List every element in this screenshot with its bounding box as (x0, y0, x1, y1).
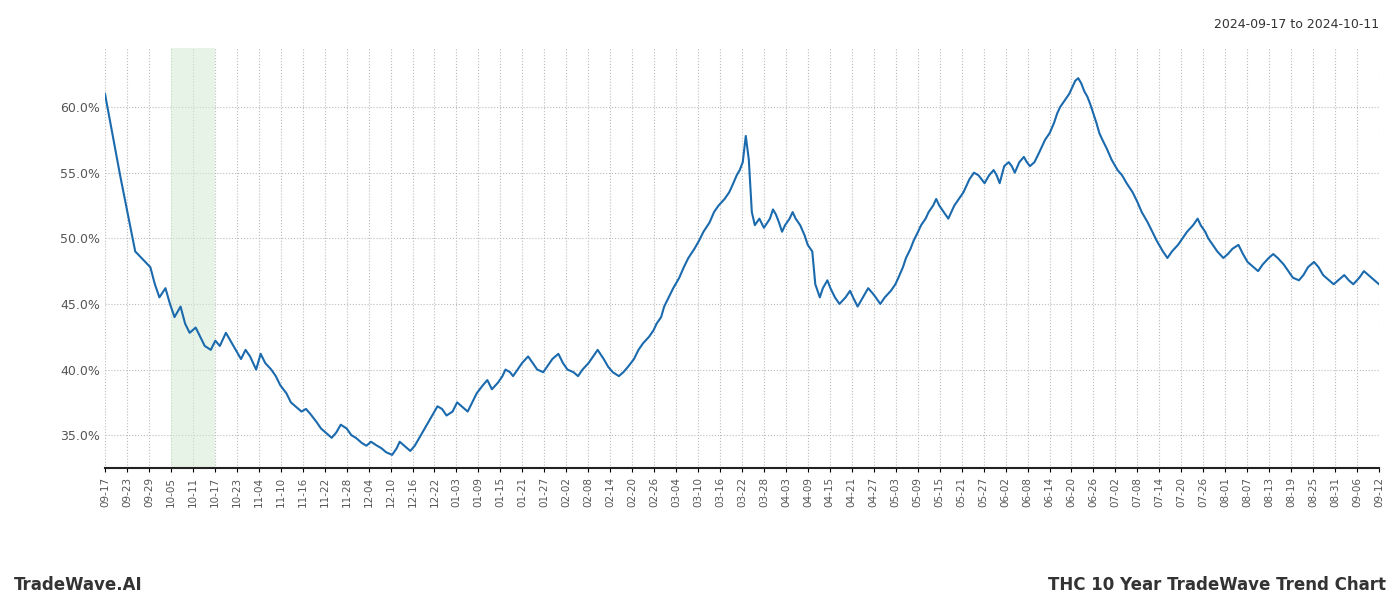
Text: TradeWave.AI: TradeWave.AI (14, 576, 143, 594)
Text: THC 10 Year TradeWave Trend Chart: THC 10 Year TradeWave Trend Chart (1049, 576, 1386, 594)
Bar (171, 48, 214, 468)
Text: 2024-09-17 to 2024-10-11: 2024-09-17 to 2024-10-11 (1214, 18, 1379, 31)
